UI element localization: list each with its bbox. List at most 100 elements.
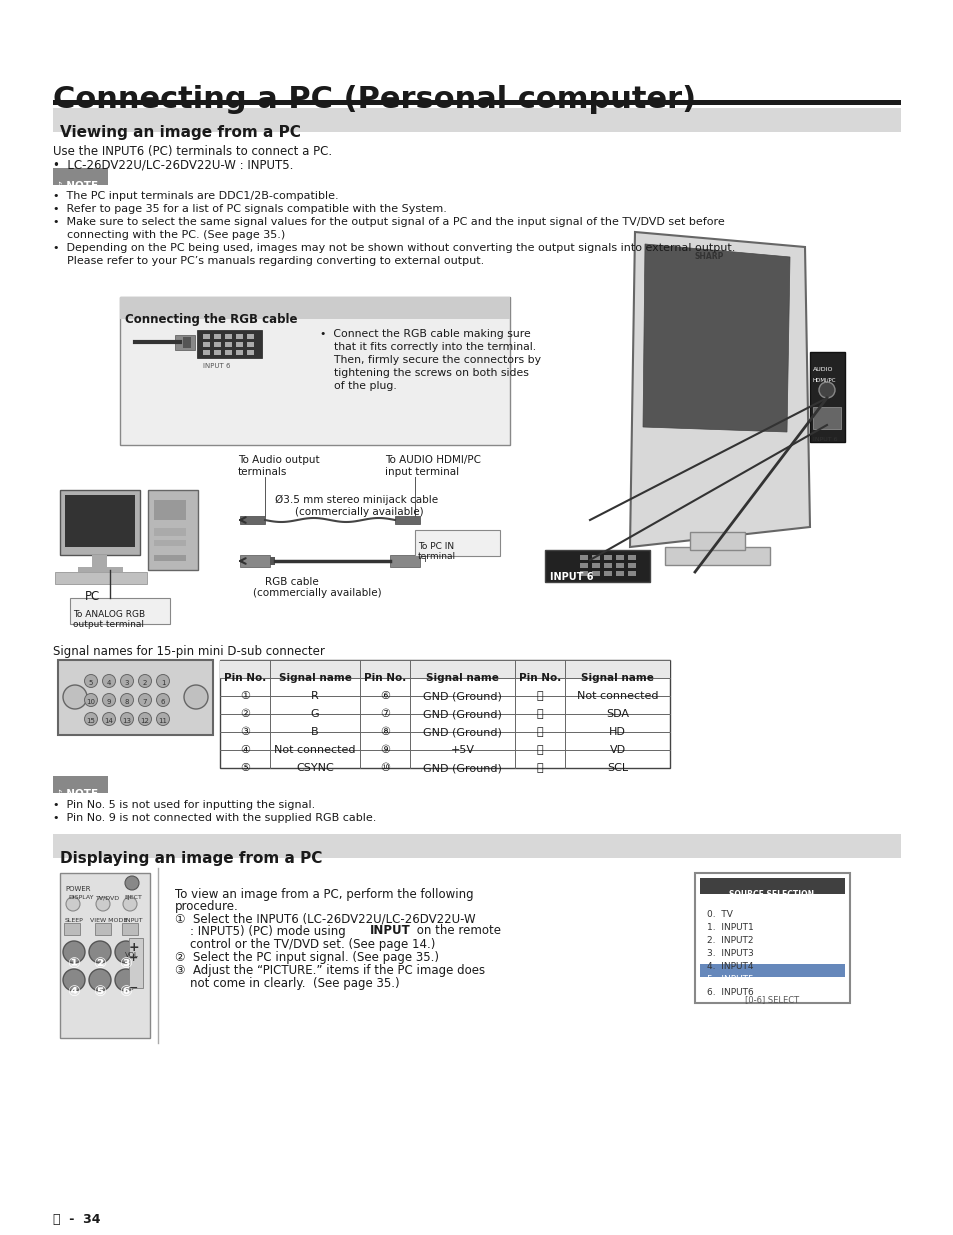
Text: 1: 1: [161, 680, 165, 685]
Text: ④: ④: [240, 745, 250, 755]
Text: •  Connect the RGB cable making sure: • Connect the RGB cable making sure: [319, 329, 530, 338]
Bar: [627, 563, 636, 568]
Bar: [60, 490, 140, 555]
Polygon shape: [629, 232, 809, 547]
Text: ⓔ  -  34: ⓔ - 34: [53, 1213, 100, 1226]
Bar: [225, 333, 232, 338]
Circle shape: [156, 674, 170, 688]
Text: ⑤: ⑤: [93, 984, 107, 999]
Bar: [240, 516, 265, 524]
Bar: [153, 555, 186, 561]
Bar: [213, 342, 221, 347]
Text: connecting with the PC. (See page 35.): connecting with the PC. (See page 35.): [53, 230, 285, 240]
Text: To view an image from a PC, perform the following: To view an image from a PC, perform the …: [174, 888, 473, 902]
Bar: [153, 500, 186, 520]
Text: •  Make sure to select the same signal values for the output signal of a PC and : • Make sure to select the same signal va…: [53, 217, 724, 227]
Circle shape: [115, 941, 137, 963]
Text: [0-6] SELECT: [0-6] SELECT: [744, 995, 799, 1004]
Bar: [235, 350, 243, 354]
Bar: [220, 659, 669, 678]
Text: Not connected: Not connected: [274, 745, 355, 755]
Text: tightening the screws on both sides: tightening the screws on both sides: [319, 368, 528, 378]
Bar: [174, 335, 194, 350]
Text: ③: ③: [240, 727, 250, 737]
Circle shape: [125, 876, 139, 890]
Bar: [695, 873, 849, 1003]
Text: 10: 10: [87, 699, 95, 705]
Bar: [129, 939, 143, 988]
Text: 2.  INPUT2: 2. INPUT2: [706, 936, 753, 945]
Bar: [247, 333, 253, 338]
Bar: [153, 540, 186, 546]
Bar: [544, 550, 649, 582]
Text: 1.  INPUT1: 1. INPUT1: [706, 923, 753, 932]
Text: ②: ②: [240, 709, 250, 719]
Text: control or the TV/DVD set. (See page 14.): control or the TV/DVD set. (See page 14.…: [174, 939, 435, 951]
Circle shape: [138, 674, 152, 688]
Text: 11: 11: [158, 718, 168, 724]
Bar: [627, 571, 636, 576]
Bar: [689, 532, 744, 550]
Bar: [196, 330, 262, 358]
Circle shape: [123, 897, 137, 911]
Text: terminals: terminals: [237, 467, 287, 477]
Bar: [53, 168, 108, 185]
Text: 3.  INPUT3: 3. INPUT3: [706, 948, 753, 958]
Text: HDMI/PC: HDMI/PC: [812, 377, 836, 382]
Text: 13: 13: [122, 718, 132, 724]
Circle shape: [120, 713, 133, 725]
Text: GND (Ground): GND (Ground): [422, 727, 501, 737]
Text: GND (Ground): GND (Ground): [422, 709, 501, 719]
Bar: [247, 342, 253, 347]
Text: POWER: POWER: [65, 885, 91, 892]
Bar: [616, 571, 623, 576]
Text: Connecting the RGB cable: Connecting the RGB cable: [125, 312, 297, 326]
Text: Pin No.: Pin No.: [363, 673, 406, 683]
Circle shape: [89, 941, 111, 963]
Bar: [58, 659, 213, 735]
Text: Use the INPUT6 (PC) terminals to connect a PC.: Use the INPUT6 (PC) terminals to connect…: [53, 144, 332, 158]
Bar: [225, 342, 232, 347]
Bar: [53, 100, 900, 105]
Text: Signal name: Signal name: [580, 673, 653, 683]
Text: 4: 4: [107, 680, 112, 685]
Text: •  Depending on the PC being used, images may not be shown without converting th: • Depending on the PC being used, images…: [53, 243, 735, 253]
Circle shape: [66, 897, 80, 911]
Text: ⑦: ⑦: [379, 709, 390, 719]
Text: EJECT: EJECT: [124, 895, 142, 900]
Circle shape: [138, 694, 152, 706]
Text: 6.  INPUT6: 6. INPUT6: [706, 988, 753, 997]
Text: •  The PC input terminals are DDC1/2B-compatible.: • The PC input terminals are DDC1/2B-com…: [53, 191, 338, 201]
Text: ⑭: ⑭: [537, 745, 543, 755]
Text: 14: 14: [105, 718, 113, 724]
Bar: [53, 776, 108, 793]
Text: ②: ②: [93, 956, 107, 971]
Bar: [203, 342, 210, 347]
Text: 15: 15: [87, 718, 95, 724]
Text: input terminal: input terminal: [385, 467, 458, 477]
Text: B: B: [311, 727, 318, 737]
Text: INPUT 6: INPUT 6: [812, 437, 837, 442]
Text: Signal name: Signal name: [426, 673, 498, 683]
Circle shape: [184, 685, 208, 709]
Bar: [70, 598, 170, 624]
Bar: [395, 516, 419, 524]
Bar: [213, 350, 221, 354]
Circle shape: [120, 694, 133, 706]
Text: CSYNC: CSYNC: [295, 763, 334, 773]
Text: •  Pin No. 5 is not used for inputting the signal.: • Pin No. 5 is not used for inputting th…: [53, 800, 314, 810]
Text: G: G: [311, 709, 319, 719]
Text: To PC IN: To PC IN: [417, 542, 454, 551]
Bar: [203, 333, 210, 338]
Text: ③  Adjust the “PICTURE.” items if the PC image does: ③ Adjust the “PICTURE.” items if the PC …: [174, 965, 485, 977]
Bar: [627, 555, 636, 559]
Bar: [390, 555, 419, 567]
Text: INPUT: INPUT: [124, 918, 143, 923]
Text: +5V: +5V: [450, 745, 474, 755]
Circle shape: [96, 897, 110, 911]
Text: GND (Ground): GND (Ground): [422, 692, 501, 701]
Text: SHARP: SHARP: [695, 252, 723, 261]
Text: VOL: VOL: [125, 952, 139, 958]
Text: ⑨: ⑨: [379, 745, 390, 755]
Text: AUDIO: AUDIO: [812, 367, 833, 372]
